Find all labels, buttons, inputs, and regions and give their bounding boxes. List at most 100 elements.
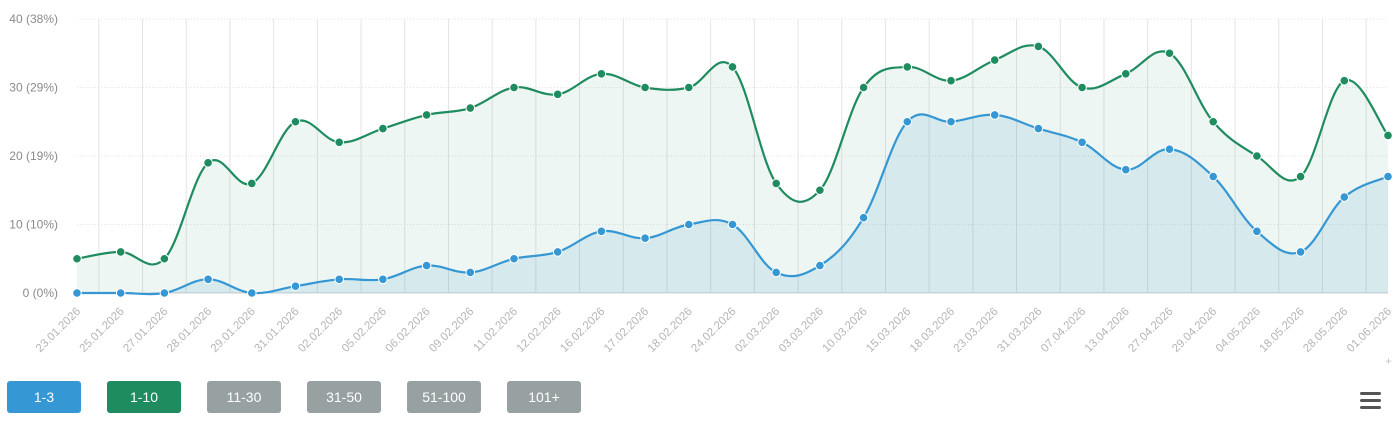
data-point-1-10[interactable]	[378, 123, 388, 134]
y-tick-label: 30 (29%)	[9, 81, 58, 95]
data-point-1-3[interactable]	[1339, 192, 1350, 202]
hamburger-menu-icon[interactable]	[1360, 392, 1384, 414]
vertical-gridlines	[98, 19, 1367, 293]
x-tick-label: 31.01.2026	[252, 306, 301, 355]
series-points	[72, 41, 1393, 298]
data-point-1-3[interactable]	[771, 267, 782, 278]
series-line-1-10	[76, 44, 1389, 266]
data-point-1-3[interactable]	[290, 281, 301, 291]
filter-button-1-3[interactable]: 1-3	[7, 381, 81, 413]
data-point-1-3[interactable]	[1252, 226, 1262, 237]
x-tick-label: 28.01.2026	[165, 306, 214, 355]
data-point-1-10[interactable]	[115, 247, 126, 257]
filter-button-1-10[interactable]: 1-10	[107, 381, 181, 413]
data-point-1-10[interactable]	[1164, 48, 1175, 59]
x-tick-label: 29.01.2026	[209, 306, 258, 355]
data-point-1-3[interactable]	[1208, 171, 1218, 182]
data-point-1-3[interactable]	[727, 219, 738, 230]
x-tick-label: 24.02.2026	[689, 306, 738, 355]
data-point-1-10[interactable]	[771, 178, 782, 189]
series-area-1-3	[77, 114, 1388, 295]
x-tick-label: 05.02.2026	[340, 306, 389, 355]
data-point-1-10[interactable]	[72, 253, 82, 264]
filter-button-11-30[interactable]: 11-30	[207, 381, 281, 413]
data-point-1-3[interactable]	[247, 288, 257, 298]
data-point-1-10[interactable]	[1077, 82, 1087, 93]
x-tick-label: 23.01.2026	[34, 306, 83, 355]
x-tick-label: 01.06.2026	[1345, 306, 1394, 355]
resize-handle-icon: +	[1385, 354, 1393, 368]
data-point-1-3[interactable]	[640, 233, 650, 243]
data-point-1-3[interactable]	[465, 267, 476, 278]
x-tick-label: 31.03.2026	[995, 306, 1044, 355]
data-point-1-3[interactable]	[902, 116, 913, 127]
filter-button-51-100[interactable]: 51-100	[407, 381, 481, 413]
x-tick-label: 16.02.2026	[558, 306, 607, 355]
data-point-1-3[interactable]	[203, 274, 213, 285]
data-point-1-10[interactable]	[946, 75, 956, 86]
x-tick-label: 06.02.2026	[384, 306, 433, 355]
data-point-1-10[interactable]	[858, 82, 869, 93]
x-tick-label: 07.04.2026	[1039, 306, 1088, 355]
y-tick-label: 10 (10%)	[9, 218, 58, 232]
data-point-1-10[interactable]	[596, 69, 607, 79]
data-point-1-10[interactable]	[509, 82, 519, 93]
data-point-1-3[interactable]	[684, 219, 694, 230]
data-point-1-10[interactable]	[684, 82, 694, 93]
data-point-1-3[interactable]	[989, 110, 1000, 120]
x-tick-label: 15.03.2026	[864, 306, 913, 355]
data-point-1-10[interactable]	[1339, 75, 1350, 86]
data-point-1-3[interactable]	[1383, 171, 1393, 182]
data-point-1-10[interactable]	[902, 62, 913, 72]
data-point-1-3[interactable]	[421, 260, 432, 271]
x-tick-label: 18.03.2026	[908, 306, 957, 355]
data-point-1-3[interactable]	[1121, 164, 1131, 175]
data-point-1-3[interactable]	[72, 288, 82, 298]
data-point-1-10[interactable]	[1208, 116, 1218, 127]
x-tick-label: 18.02.2026	[646, 306, 695, 355]
data-point-1-3[interactable]	[1077, 137, 1087, 148]
data-point-1-10[interactable]	[640, 82, 650, 93]
data-point-1-3[interactable]	[1033, 123, 1044, 134]
data-point-1-10[interactable]	[334, 137, 345, 148]
data-point-1-10[interactable]	[1252, 151, 1262, 161]
x-tick-label: 23.03.2026	[952, 306, 1001, 355]
filter-button-101-plus[interactable]: 101+	[507, 381, 581, 413]
x-tick-label: 29.04.2026	[1170, 306, 1219, 355]
data-point-1-3[interactable]	[115, 288, 126, 298]
data-point-1-3[interactable]	[1164, 144, 1175, 154]
data-point-1-10[interactable]	[1295, 171, 1306, 182]
x-tick-label: 25.01.2026	[78, 306, 127, 355]
data-point-1-3[interactable]	[378, 274, 388, 285]
data-point-1-10[interactable]	[465, 103, 476, 113]
data-point-1-10[interactable]	[159, 253, 170, 264]
data-point-1-3[interactable]	[159, 288, 170, 298]
data-point-1-10[interactable]	[290, 116, 301, 127]
x-tick-label: 18.05.2026	[1258, 306, 1307, 355]
y-axis-ticks: 0 (0%) 10 (10%) 20 (19%) 30 (29%) 40 (38%)	[9, 12, 58, 300]
data-point-1-10[interactable]	[989, 55, 1000, 65]
data-point-1-10[interactable]	[203, 158, 213, 168]
data-point-1-10[interactable]	[815, 185, 825, 196]
data-point-1-10[interactable]	[727, 62, 738, 72]
data-point-1-3[interactable]	[334, 274, 345, 285]
data-point-1-3[interactable]	[552, 247, 563, 257]
data-point-1-3[interactable]	[946, 116, 956, 127]
data-point-1-3[interactable]	[1295, 247, 1306, 257]
data-point-1-10[interactable]	[552, 89, 563, 100]
data-point-1-3[interactable]	[509, 253, 519, 264]
data-point-1-10[interactable]	[1033, 41, 1044, 52]
x-tick-label: 02.02.2026	[296, 306, 345, 355]
filter-button-31-50[interactable]: 31-50	[307, 381, 381, 413]
data-point-1-10[interactable]	[1121, 69, 1131, 79]
data-point-1-10[interactable]	[1383, 130, 1393, 141]
x-tick-label: 03.03.2026	[777, 306, 826, 355]
data-point-1-3[interactable]	[596, 226, 607, 237]
chart: 0 (0%) 10 (10%) 20 (19%) 30 (29%) 40 (38%) 2…	[9, 12, 1394, 355]
y-tick-label: 20 (19%)	[9, 149, 58, 163]
data-point-1-10[interactable]	[421, 110, 432, 120]
x-tick-label: 02.03.2026	[733, 306, 782, 355]
data-point-1-3[interactable]	[815, 260, 825, 271]
data-point-1-3[interactable]	[858, 212, 869, 223]
data-point-1-10[interactable]	[247, 178, 257, 189]
